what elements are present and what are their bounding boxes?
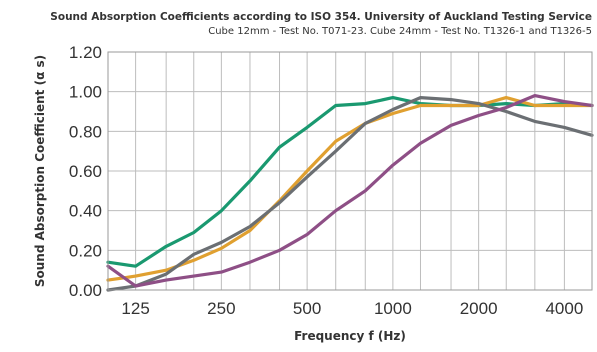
x-tick-labels: 125 250 500 1000 2000 4000 [121,299,583,318]
y-tick-label: 1.00 [69,83,102,102]
series-line-1 [106,95,594,268]
y-tick-label: 0.60 [69,162,102,181]
y-tick-label: 0.00 [69,281,102,300]
y-tick-label: 0.40 [69,202,102,221]
plot-frame [107,51,593,291]
y-tick-label: 0.20 [69,241,102,260]
series-group [106,93,594,292]
x-tick-label: 125 [121,299,149,318]
x-axis-label: Frequency f (Hz) [294,329,406,343]
x-tick-label: 500 [293,299,321,318]
grid-lines [108,51,592,291]
x-tick-label: 4000 [545,299,583,318]
y-tick-labels: 0.00 0.20 0.40 0.60 0.80 1.00 1.20 [69,43,102,300]
y-tick-label: 1.20 [69,43,102,62]
x-tick-label: 1000 [374,299,412,318]
y-axis-label: Sound Absorption Coefficient (α s) [33,55,47,287]
series-line-3 [106,95,594,292]
x-tick-label: 2000 [460,299,498,318]
x-tick-label: 250 [207,299,235,318]
y-tick-label: 0.80 [69,122,102,141]
chart-title: Sound Absorption Coefficients according … [50,11,592,23]
series-line-4 [106,93,594,288]
series-line-2 [106,95,594,282]
chart-subtitle: Cube 12mm - Test No. T071-23. Cube 24mm … [208,26,592,37]
